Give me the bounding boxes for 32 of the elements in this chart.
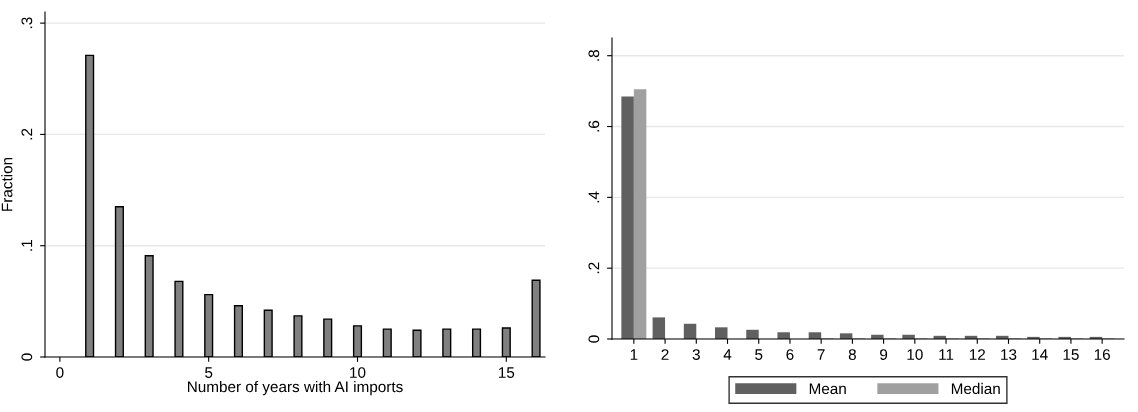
y-tick-label: 0: [588, 335, 600, 343]
x-tick-label: 4: [723, 349, 732, 360]
x-tick-label: 0: [56, 367, 64, 378]
y-tick-label: .3: [21, 17, 33, 29]
y-tick-label: .2: [588, 262, 600, 274]
x-tick-label: 5: [205, 367, 213, 378]
y-tick-label: .6: [588, 120, 600, 132]
x-tick-label: 3: [692, 349, 700, 360]
x-tick-label: 10: [907, 349, 923, 360]
x-tick-label: 15: [498, 367, 515, 378]
x-tick-label: 2: [661, 349, 669, 360]
x-tick-label: 11: [939, 349, 954, 360]
y-tick-label: .8: [588, 50, 600, 61]
x-tick-label: 13: [1001, 349, 1017, 360]
x-axis-title: Number of years with AI imports: [188, 380, 403, 396]
legend-label: Mean: [809, 383, 846, 395]
y-tick-label: .1: [21, 240, 33, 251]
x-tick-label: 16: [1094, 349, 1110, 360]
x-tick-label: 1: [630, 349, 638, 360]
legend-label: Median: [951, 382, 1000, 395]
x-tick-label: 14: [1032, 349, 1048, 360]
x-tick-label: 10: [350, 367, 366, 378]
y-axis-title: Fraction: [1, 157, 13, 211]
x-tick-label: 12: [969, 349, 985, 360]
x-tick-label: 6: [786, 349, 794, 360]
x-tick-label: 5: [755, 349, 763, 360]
x-tick-label: 9: [880, 349, 888, 360]
x-tick-label: 7: [817, 349, 825, 360]
x-tick-label: 8: [848, 349, 856, 360]
x-tick-label: 15: [1063, 349, 1079, 360]
y-tick-label: .4: [588, 191, 600, 203]
y-tick-label: .2: [21, 128, 33, 140]
